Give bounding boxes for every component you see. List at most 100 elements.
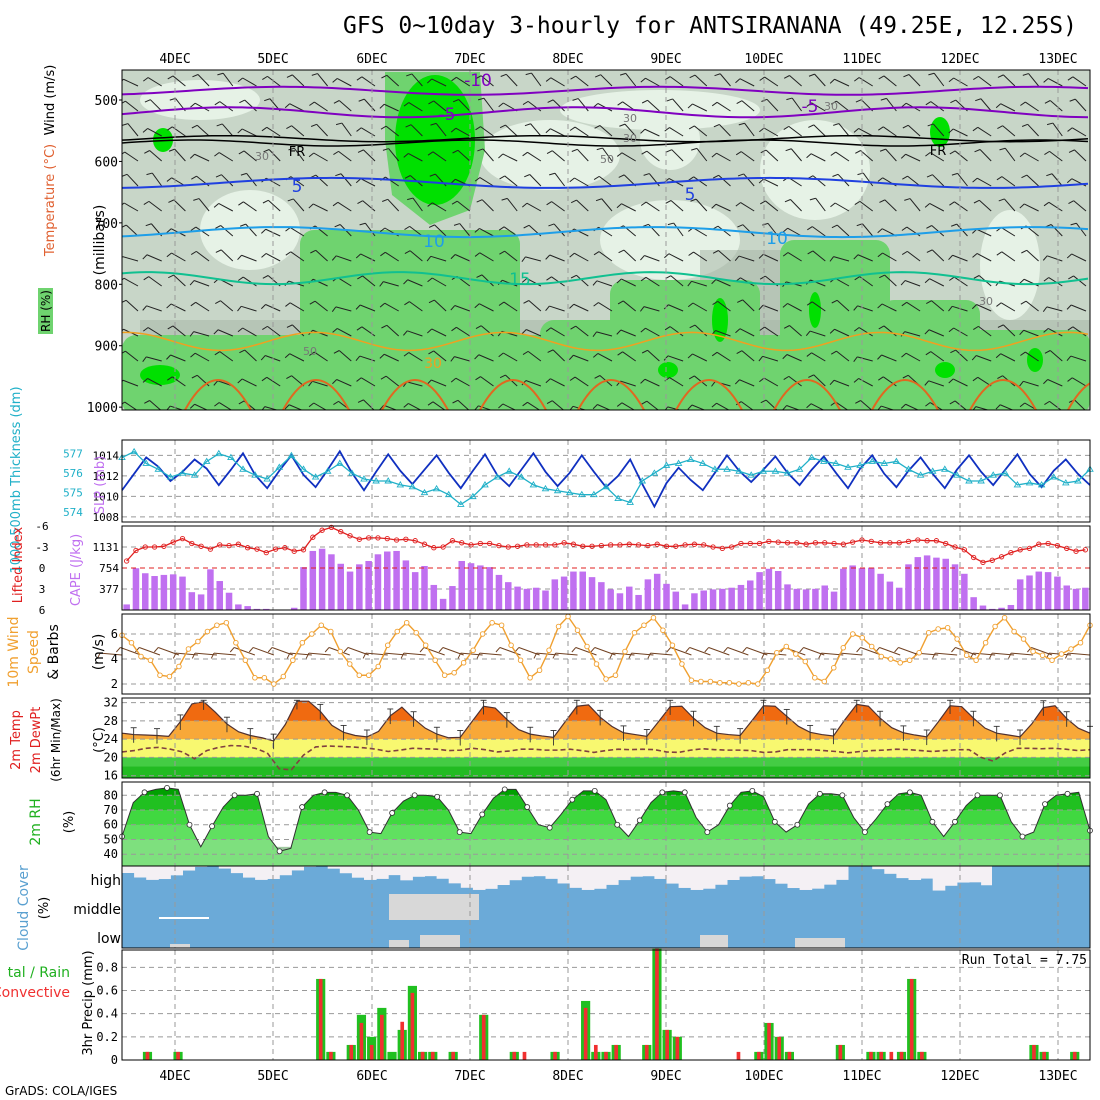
wind-barb-flag [1044,400,1050,405]
wind-barb [601,198,613,212]
li-marker [440,544,446,550]
wind-barb [292,74,305,87]
date-label-7dec: 7DEC [454,52,485,67]
cape-bar [560,576,568,610]
wind-barb [669,377,684,387]
wind-barb [909,198,921,212]
wind-barb [620,380,636,387]
wind10m-barb [120,647,142,656]
wind-barb-flag [951,172,958,176]
cape-bar [514,586,521,610]
wind-barb-flag [142,305,147,311]
wind-barb [1049,350,1063,362]
wind-barb-flag [877,252,883,258]
wind-barb-flag [924,278,930,284]
cape-bar [1063,585,1070,610]
wind-barb-flag [382,198,388,202]
li-marker [552,542,558,548]
wind10m-barb-flag [704,647,710,653]
wind-barb-flag [855,150,861,154]
wind-barb-flag [498,352,504,358]
wind10m-frame [121,613,1091,695]
wind-barb [242,276,257,287]
wind-barb-flag [524,174,530,178]
wind-barb-flag [190,250,197,255]
credit: GrADS: COLA/IGES [5,1084,117,1098]
wind-barb-flag [168,274,174,279]
wind-barb [456,200,471,212]
isotherm-minus5 [122,106,1089,119]
cape-bar [849,565,856,610]
wind-barb-flag [308,381,313,387]
rh-marker [1064,790,1071,797]
wind-barb [241,305,257,312]
wind-barb [361,326,376,337]
wind-barb-flag [522,100,529,105]
wind-barb [335,306,352,312]
wind-barb [456,76,471,87]
wind-barb [669,326,684,337]
temp-tick: 24 [104,732,118,746]
isotherm-label: 5 [685,185,696,205]
thickness-marker [1062,479,1070,486]
wind-barb-flag [640,327,646,333]
wind-barb-flag [428,100,434,105]
wind-barb [860,150,874,162]
thickness-marker [287,451,296,459]
wind10m-barb-flag [856,647,861,653]
isotherm-label: 30 [424,356,442,372]
wind-barb [977,126,992,137]
cloud-middle-patch [389,894,479,920]
isotherm-freezing-2 [122,139,1089,147]
wind10m-axis-label-2: Speed [26,630,42,674]
wind-barb-flag [737,173,744,177]
wind-barb-flag [1066,355,1072,362]
wind-barb [625,73,637,87]
thickness-marker [396,481,405,488]
cape-bar [1026,575,1033,610]
thickness-marker [711,465,719,472]
wind-barb [813,374,826,387]
wind10m-barb-flag [818,652,822,659]
wind-barb [503,352,518,362]
wind-barb-flag [995,404,1001,410]
cape-bar [756,572,763,610]
wind-barb [529,174,542,187]
wind-barb [836,224,850,237]
thickness-tick: 575 [63,487,83,500]
wind-barb [245,223,257,237]
cloud-high-bar [412,866,425,877]
wind-barb [125,224,139,237]
wind-barb [123,202,139,212]
rh-marker [749,787,756,794]
wind-barb [811,301,826,312]
wind-barb [431,277,447,287]
wind-barb-flag [142,378,148,383]
wind10m-marker [422,642,429,649]
precip-convective-bar [889,1051,894,1060]
wind-barb-flag [474,228,480,233]
wind-barb [147,378,162,387]
cape-bar [411,572,419,610]
wind-barb [740,401,754,410]
wind-barb-flag [593,251,600,256]
wind-barb-flag [499,124,506,129]
wind-barb [241,128,257,137]
wind-barb-flag [427,151,434,156]
wind-barb-flag [545,77,552,82]
cape-bar [244,606,251,610]
li-marker [673,543,679,549]
cape-bar [747,580,754,610]
wind-barb-flag [570,75,576,80]
pressure-tick: 600 [95,155,118,170]
wind-barb [146,305,162,312]
wind10m-marker [290,657,296,664]
cape-bar [895,587,903,610]
cloud-high-bar [932,866,946,891]
temp-axis-label-2: 2m DewPt [29,707,44,774]
wind-barb [146,356,162,362]
cloud-high-bar [182,866,196,871]
wind-barb [836,100,850,112]
wind-barb-flag [1043,201,1050,207]
precip-convective-bar [777,1036,782,1060]
